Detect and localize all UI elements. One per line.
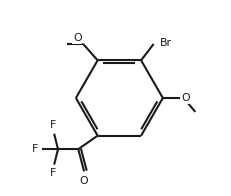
Text: O: O	[80, 176, 88, 186]
Text: F: F	[50, 120, 56, 130]
Text: Br: Br	[160, 38, 172, 48]
Text: F: F	[50, 168, 56, 178]
Text: O: O	[73, 33, 82, 43]
Text: F: F	[32, 144, 38, 154]
Text: O: O	[181, 93, 190, 103]
